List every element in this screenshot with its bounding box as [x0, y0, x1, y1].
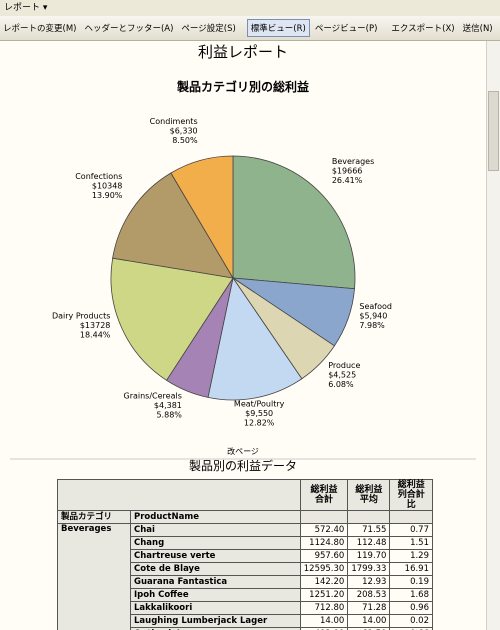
- table-cell: Ipoh Coffee: [130, 588, 301, 602]
- column-header: 総利益 合計: [299, 479, 349, 511]
- slice-label: $6,330: [170, 126, 198, 135]
- toolbar-button[interactable]: ページ設定(S): [181, 24, 236, 34]
- toolbar-button[interactable]: ページビュー(P): [314, 24, 378, 34]
- table-row: Ipoh Coffee 1251.20 208.53 1.68: [58, 588, 433, 602]
- table-cell: 0.96: [389, 601, 433, 615]
- slice-label: $13728: [80, 321, 111, 330]
- slice-label: 13.90%: [92, 191, 123, 200]
- table-cell: 14.00: [299, 614, 349, 628]
- toolbar-button[interactable]: 送信(N): [462, 24, 493, 34]
- table-header-row: 製品カテゴリ ProductName: [57, 510, 433, 524]
- toolbar-button[interactable]: 標準ビュー(R): [246, 19, 310, 37]
- slice-label: Seafood: [359, 302, 392, 311]
- toolbar: レポートの変更(M) ヘッダーとフッター(A) ページ設定(S) 標準ビュー(R) ペー…: [0, 16, 500, 41]
- table-header-row: 総利益 合計 総利益 平均 総利益 列合計比: [57, 479, 433, 511]
- table-cell: 712.80: [299, 601, 349, 615]
- slice-label: Meat/Poultry: [234, 399, 285, 408]
- table-cell: 957.60: [299, 549, 349, 563]
- table-cell: 1124.80: [299, 536, 349, 550]
- profit-table: 総利益 合計 総利益 平均 総利益 列合計比 製品カテゴリ ProductName Bev…: [57, 479, 433, 630]
- slice-label: $19666: [332, 166, 363, 175]
- column-header: 総利益 列合計比: [389, 479, 433, 511]
- table-cell: 1.29: [389, 549, 433, 563]
- slice-label: 5.88%: [156, 411, 182, 420]
- slice-label: $4,381: [154, 401, 182, 410]
- table-cell: 119.70: [347, 549, 391, 563]
- table-cell: 1.51: [389, 536, 433, 550]
- row-header: 製品カテゴリ: [57, 510, 131, 524]
- report-content: 利益レポート 製品カテゴリ別の総利益 改ページ Beverages $19666 2…: [0, 41, 486, 630]
- table-cell: 1.68: [389, 588, 433, 602]
- table-cell: 112.48: [347, 536, 391, 550]
- table-cell: 16.91: [389, 562, 433, 576]
- slice-label: 26.41%: [332, 176, 363, 185]
- table-cell: Laughing Lumberjack Lager: [130, 614, 301, 628]
- table-cell: 1799.33: [347, 562, 391, 576]
- table-cell: Guarana Fantastica: [130, 575, 301, 589]
- scrollbar[interactable]: [486, 41, 500, 630]
- pie-slice: [110, 257, 234, 381]
- table-row: Laughing Lumberjack Lager 14.00 14.00 0.02: [58, 614, 433, 628]
- slice-label: 7.98%: [359, 321, 385, 330]
- menu-bar: レポート ▾: [0, 0, 500, 16]
- slice-label: Confections: [75, 172, 122, 181]
- slice-label: 8.50%: [172, 136, 198, 145]
- table-cell: 0.02: [389, 614, 433, 628]
- page-break: 改ページ: [227, 446, 259, 456]
- slice-label: 6.08%: [328, 380, 354, 389]
- table-cell: 12595.30: [299, 562, 349, 576]
- slice-label: $5,940: [359, 311, 387, 320]
- table-cell: Chang: [130, 536, 301, 550]
- slice-label: Grains/Cereals: [124, 392, 182, 401]
- table-cell: Cote de Blaye: [130, 562, 301, 576]
- table-cell: 14.00: [347, 614, 391, 628]
- pie-slice: [170, 155, 234, 280]
- table-row: Cote de Blaye 12595.30 1799.33 16.91: [58, 562, 433, 576]
- row-header: ProductName: [130, 510, 301, 524]
- slice-label: 18.44%: [80, 331, 111, 340]
- slice-label: 12.82%: [244, 418, 275, 427]
- menu-title[interactable]: レポート: [4, 3, 41, 13]
- table-cell: 1251.20: [299, 588, 349, 602]
- table-cell: 142.20: [299, 575, 349, 589]
- slice-label: Beverages: [332, 157, 374, 166]
- header-blank: [57, 479, 301, 511]
- slice-label: Condiments: [150, 117, 198, 126]
- toolbar-button[interactable]: レポートの変更(M): [3, 24, 77, 34]
- chart-title: 製品カテゴリ別の総利益: [176, 79, 309, 94]
- table-cell: Chai: [130, 523, 301, 537]
- table-cell: 71.28: [347, 601, 391, 615]
- report-title: 利益レポート: [198, 43, 288, 61]
- slice-label: $4,525: [328, 371, 356, 380]
- slice-label: Produce: [328, 361, 360, 370]
- slice-label: $9,550: [245, 409, 273, 418]
- slice-label: Dairy Products: [52, 312, 110, 321]
- toolbar-button[interactable]: エクスポート(X): [391, 24, 455, 34]
- table-cell: Chartreuse verte: [130, 549, 301, 563]
- slice-label: $10348: [92, 182, 123, 191]
- header-blank: [347, 510, 391, 524]
- pie-slice: [112, 172, 234, 279]
- scroll-thumb[interactable]: [488, 91, 499, 171]
- toolbar-button[interactable]: ヘッダーとフッター(A): [84, 24, 174, 34]
- table-cell: 71.55: [347, 523, 391, 537]
- pie-slice: [207, 276, 303, 401]
- table-cell: 208.53: [347, 588, 391, 602]
- header-blank: [299, 510, 349, 524]
- table-cell: 0.77: [389, 523, 433, 537]
- table-cell: Lakkalikoori: [130, 601, 301, 615]
- table-cell: 0.19: [389, 575, 433, 589]
- table-cell: 572.40: [299, 523, 349, 537]
- table-title: 製品別の利益データ: [188, 459, 297, 473]
- table-cell: 12.93: [347, 575, 391, 589]
- category-cell: Beverages: [57, 523, 131, 630]
- chart: 利益レポート 製品カテゴリ別の総利益 改ページ Beverages$196662…: [10, 43, 476, 460]
- header-blank: [389, 510, 433, 524]
- column-header: 総利益 平均: [347, 479, 391, 511]
- table-row: Beverages Chai 572.40 71.55 0.77: [57, 523, 433, 630]
- pie-slice: [232, 155, 356, 290]
